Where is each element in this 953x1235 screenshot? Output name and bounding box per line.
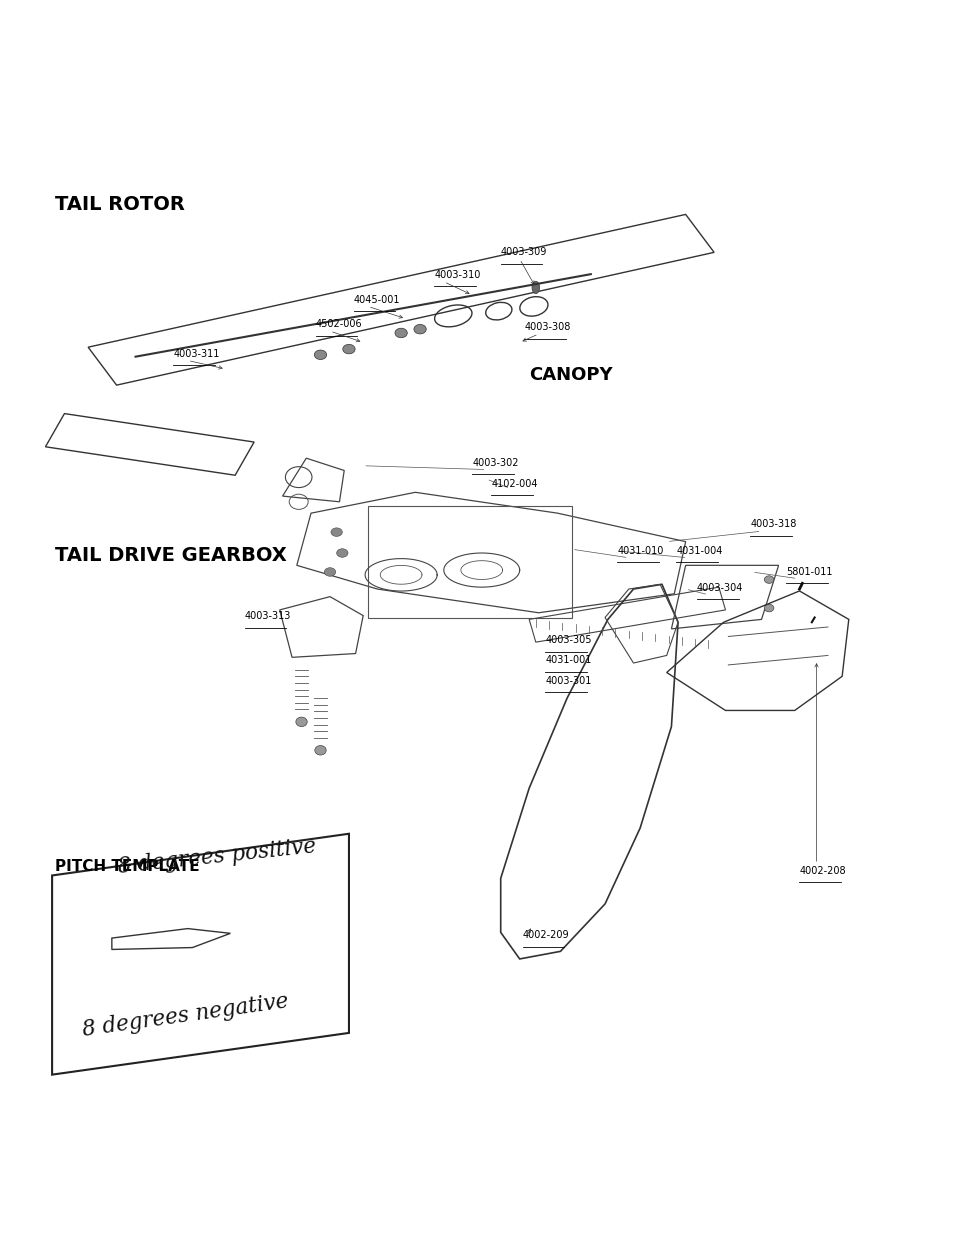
Text: TAIL ROTOR: TAIL ROTOR: [55, 195, 185, 215]
Text: 4003-302: 4003-302: [472, 458, 518, 468]
Text: 4003-305: 4003-305: [545, 635, 591, 645]
Text: 4002-208: 4002-208: [799, 866, 845, 876]
Text: 4003-301: 4003-301: [545, 676, 591, 685]
Ellipse shape: [336, 548, 348, 557]
Ellipse shape: [324, 568, 335, 577]
Ellipse shape: [331, 527, 342, 536]
Text: 4003-310: 4003-310: [434, 270, 480, 280]
Ellipse shape: [763, 576, 773, 583]
Text: 4031-001: 4031-001: [545, 655, 591, 664]
Text: 4003-313: 4003-313: [244, 611, 291, 621]
Ellipse shape: [342, 345, 355, 354]
Text: 8 degrees negative: 8 degrees negative: [80, 990, 290, 1041]
Text: 4002-209: 4002-209: [522, 930, 569, 940]
Text: TAIL DRIVE GEARBOX: TAIL DRIVE GEARBOX: [55, 546, 287, 566]
Text: CANOPY: CANOPY: [529, 366, 612, 384]
Bar: [368, 505, 571, 618]
Text: 4102-004: 4102-004: [491, 479, 537, 489]
Ellipse shape: [395, 329, 407, 337]
Text: 4003-304: 4003-304: [697, 583, 742, 593]
Text: 8 degrees positive: 8 degrees positive: [116, 835, 316, 878]
Ellipse shape: [314, 350, 326, 359]
Text: 4045-001: 4045-001: [354, 295, 399, 305]
Text: PITCH TEMPLATE: PITCH TEMPLATE: [55, 860, 199, 874]
Ellipse shape: [414, 325, 426, 333]
Text: 4003-308: 4003-308: [524, 322, 570, 332]
Text: 4031-010: 4031-010: [617, 546, 663, 556]
Ellipse shape: [532, 282, 539, 294]
Ellipse shape: [314, 746, 326, 755]
Ellipse shape: [295, 718, 307, 726]
Text: 4003-318: 4003-318: [749, 520, 796, 530]
Text: 4502-006: 4502-006: [315, 320, 362, 330]
Text: 4003-309: 4003-309: [500, 247, 546, 257]
Text: 4003-311: 4003-311: [173, 348, 219, 358]
Text: 5801-011: 5801-011: [785, 567, 832, 577]
Text: 4031-004: 4031-004: [676, 546, 721, 556]
Ellipse shape: [763, 604, 773, 611]
